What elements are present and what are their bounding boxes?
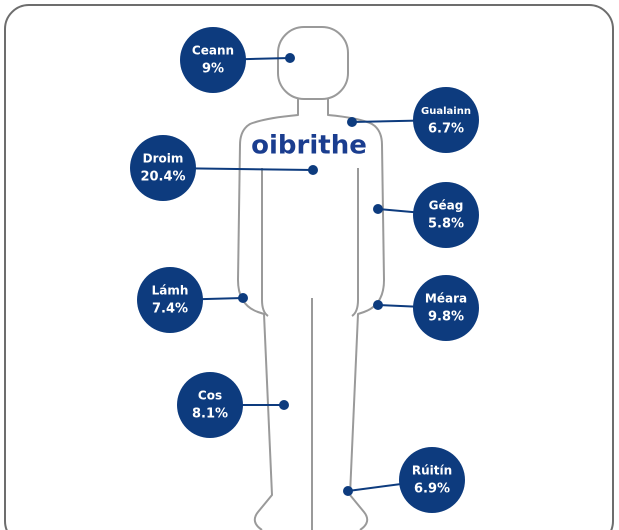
- badge-label: Gualainn: [421, 106, 471, 117]
- infographic: oibrithe Ceann 9% Gualainn 6.7% Droim 20.4% Gé…: [0, 0, 619, 530]
- badge: [177, 372, 243, 438]
- badge-label: Géag: [429, 199, 464, 213]
- badge: [413, 87, 479, 153]
- badge-value: 9.8%: [428, 310, 464, 325]
- badge-label: Rúitín: [412, 464, 452, 478]
- body-outline: [238, 27, 384, 530]
- badge-value: 6.7%: [428, 122, 464, 137]
- badge: [413, 182, 479, 248]
- marker-dot: [347, 117, 357, 127]
- badge: [399, 447, 465, 513]
- marker-dot: [238, 293, 248, 303]
- marker-dot: [308, 165, 318, 175]
- marker-dot: [373, 300, 383, 310]
- badge-value: 20.4%: [140, 170, 185, 185]
- badge-value: 5.8%: [428, 217, 464, 232]
- badge-label: Ceann: [192, 44, 234, 58]
- badge-label: Lámh: [152, 284, 189, 298]
- badge: [180, 27, 246, 93]
- badge-value: 8.1%: [192, 407, 228, 422]
- badge: [130, 135, 196, 201]
- marker-dot: [373, 204, 383, 214]
- logo: oibrithe: [251, 131, 367, 161]
- marker-dot: [279, 400, 289, 410]
- badge-label: Méara: [425, 292, 467, 306]
- badge-label: Droim: [143, 152, 184, 166]
- badge-value: 9%: [202, 62, 224, 77]
- badge-label: Cos: [198, 389, 222, 403]
- badge-value: 7.4%: [152, 302, 188, 317]
- marker-dot: [285, 53, 295, 63]
- frame: [5, 5, 613, 530]
- badge-value: 6.9%: [414, 482, 450, 497]
- badge: [137, 267, 203, 333]
- badge: [413, 275, 479, 341]
- marker-dot: [343, 486, 353, 496]
